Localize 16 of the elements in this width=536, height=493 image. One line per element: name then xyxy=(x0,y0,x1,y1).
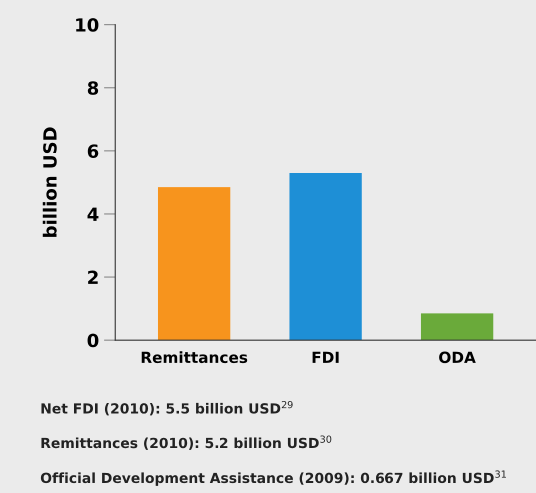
bar xyxy=(158,187,230,340)
y-tick-label: 2 xyxy=(88,270,98,284)
y-tick-label: 0 xyxy=(88,334,98,348)
bar xyxy=(289,172,362,340)
x-tick-label: FDI xyxy=(312,352,339,363)
y-axis-title: billion USD xyxy=(42,127,57,237)
y-tick-label: 8 xyxy=(88,81,98,95)
x-tick-label: Remittances xyxy=(142,351,248,364)
text: Official Development Assistance (2009): 0.667 billion USD$^{31}$ xyxy=(40,470,506,486)
y-tick-label: 10 xyxy=(76,18,98,32)
text: Net FDI (2010): 5.5 billion USD$^{29}$ xyxy=(41,400,293,416)
text: Remittances (2010): 5.2 billion USD$^{30}$ xyxy=(41,435,332,450)
y-tick-label: 4 xyxy=(88,208,98,221)
x-tick-label: ODA xyxy=(439,352,476,364)
y-tick-label: 6 xyxy=(88,144,98,158)
bar xyxy=(420,313,494,340)
